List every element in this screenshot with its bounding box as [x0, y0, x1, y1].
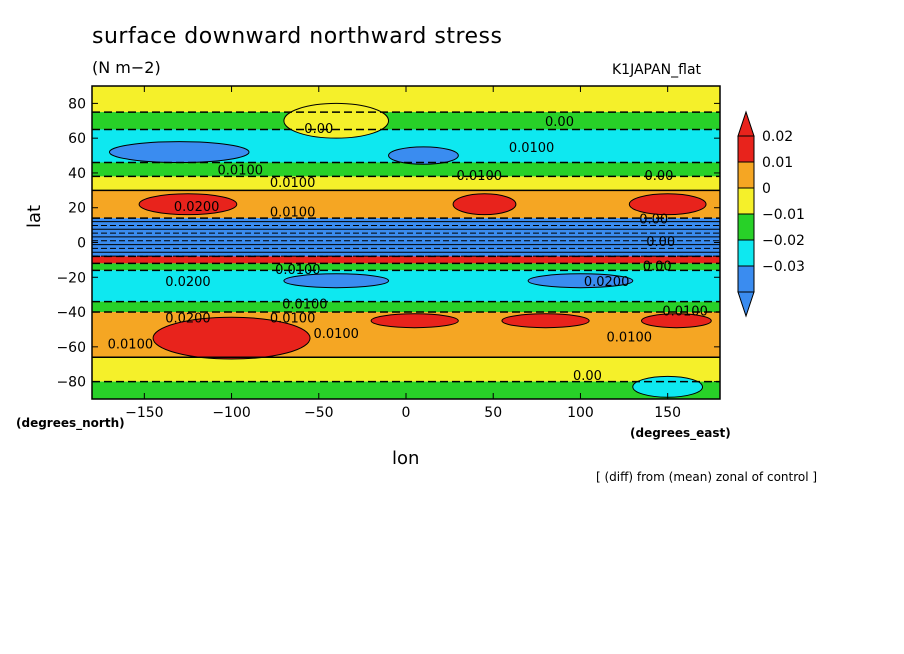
y-tick-label-1: 60 — [68, 131, 86, 147]
contour-blob-7 — [283, 102, 390, 139]
y-tick-label-7: −60 — [56, 340, 86, 356]
contour-blob-8 — [108, 141, 250, 164]
y-axis-units: (degrees_north) — [16, 416, 125, 430]
contour-label-5: 0.0100 — [457, 169, 503, 184]
contour-label-16: 0.0200 — [165, 312, 211, 327]
contour-label-18: 0.0100 — [662, 305, 708, 320]
contour-label-14: 0.0200 — [584, 275, 630, 290]
lat-band-12 — [92, 357, 720, 382]
contour-blob-10 — [283, 273, 390, 289]
contour-label-15: 0.0100 — [282, 298, 328, 313]
footnote: [ (diff) from (mean) zonal of control ] — [596, 470, 818, 484]
contour-blob-9 — [388, 146, 459, 165]
x-tick-label-6: 150 — [654, 405, 681, 421]
x-tick-label-3: 0 — [402, 405, 411, 421]
colorbar-segment-5 — [737, 265, 755, 293]
y-tick-label-3: 20 — [68, 201, 86, 217]
contour-label-12: 0.0100 — [275, 263, 321, 278]
contour-blob-1 — [452, 193, 517, 216]
contour-label-22: 0.00 — [573, 369, 602, 384]
lat-band-10 — [92, 301, 720, 313]
contour-blob-3 — [152, 316, 311, 360]
contour-label-1: 0.00 — [545, 115, 574, 130]
lat-band-1 — [92, 112, 720, 130]
colorbar-label-4: −0.02 — [762, 233, 805, 249]
experiment-label: K1JAPAN_flat — [612, 62, 702, 78]
x-tick-label-2: −50 — [304, 405, 334, 421]
contour-label-0: 0.00 — [304, 122, 333, 137]
contour-label-19: 0.0100 — [313, 327, 359, 342]
colorbar-bottom-arrow — [737, 291, 755, 318]
colorbar-label-2: 0 — [762, 181, 771, 197]
contour-label-6: 0.00 — [644, 169, 673, 184]
contour-label-20: 0.0100 — [108, 338, 154, 353]
contour-blob-4 — [370, 313, 459, 329]
lat-band-3 — [92, 162, 720, 177]
contour-label-2: 0.0100 — [509, 141, 555, 156]
contour-label-21: 0.0100 — [607, 331, 653, 346]
x-tick-label-0: −150 — [125, 405, 163, 421]
contour-label-4: 0.0100 — [270, 176, 316, 191]
lat-band-4 — [92, 176, 720, 191]
contour-blob-0 — [138, 193, 238, 216]
y-tick-label-5: −20 — [56, 270, 86, 286]
contour-label-9: 0.00 — [639, 212, 668, 227]
colorbar-label-0: 0.02 — [762, 129, 793, 145]
contour-label-8: 0.0100 — [270, 205, 316, 220]
contour-blob-2 — [628, 193, 707, 216]
contour-blob-11 — [527, 273, 634, 289]
x-axis-label: lon — [392, 448, 420, 469]
x-tick-label-4: 50 — [484, 405, 502, 421]
colorbar-label-1: 0.01 — [762, 155, 793, 171]
y-tick-label-2: 40 — [68, 166, 86, 182]
contour-blob-5 — [501, 313, 590, 329]
colorbar-segment-3 — [737, 213, 755, 241]
contour-label-10: 0.00 — [646, 235, 675, 250]
colorbar-segment-4 — [737, 239, 755, 267]
colorbar-segment-1 — [737, 161, 755, 189]
colorbar-label-5: −0.03 — [762, 259, 805, 275]
colorbar-label-3: −0.01 — [762, 207, 805, 223]
x-tick-label-1: −100 — [212, 405, 250, 421]
contour-label-11: 0.00 — [643, 259, 672, 274]
x-axis-units: (degrees_east) — [630, 426, 731, 440]
contour-label-3: 0.0100 — [218, 164, 264, 179]
lat-band-8 — [92, 263, 720, 271]
lat-band-13 — [92, 381, 720, 399]
lat-band-7 — [92, 256, 720, 264]
y-tick-label-8: −80 — [56, 375, 86, 391]
x-tick-label-5: 100 — [567, 405, 594, 421]
chart-title: surface downward northward stress — [92, 24, 503, 49]
y-tick-label-0: 80 — [68, 96, 86, 112]
chart-units: (N m−2) — [92, 58, 161, 77]
colorbar-top-arrow — [737, 110, 755, 137]
y-tick-label-4: 0 — [77, 236, 86, 252]
contour-label-13: 0.0200 — [165, 275, 211, 290]
colorbar-segment-2 — [737, 187, 755, 215]
contour-label-17: 0.0100 — [270, 312, 316, 327]
contour-blob-6 — [641, 313, 712, 329]
y-tick-label-6: −40 — [56, 305, 86, 321]
colorbar-segment-0 — [737, 135, 755, 163]
contour-label-7: 0.0200 — [174, 200, 220, 215]
